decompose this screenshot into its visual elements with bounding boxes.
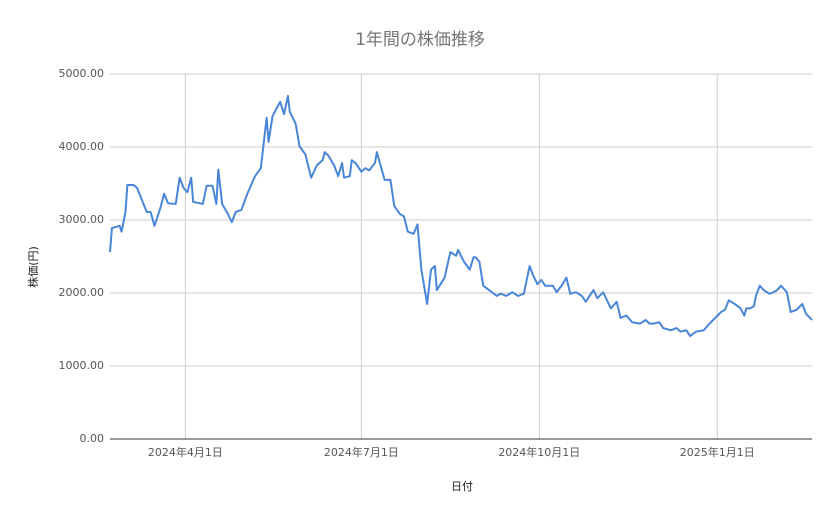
y-tick-label: 4000.00 (59, 140, 105, 153)
y-axis-title: 株価(円) (26, 246, 40, 288)
y-tick-label: 0.00 (80, 432, 105, 445)
x-tick-label: 2024年4月1日 (148, 445, 223, 459)
y-tick-label: 5000.00 (59, 67, 105, 80)
x-tick-label: 2024年7月1日 (324, 445, 399, 459)
x-axis-title: 日付 (451, 480, 473, 493)
x-tick-label: 2024年10月1日 (498, 445, 580, 459)
y-tick-label: 1000.00 (59, 359, 105, 372)
y-tick-label: 2000.00 (59, 286, 105, 299)
data-line (109, 94, 813, 338)
chart-title: 1年間の株価推移 (355, 30, 485, 50)
y-tick-label: 3000.00 (59, 213, 105, 226)
x-tick-label: 2025年1月1日 (680, 445, 755, 459)
